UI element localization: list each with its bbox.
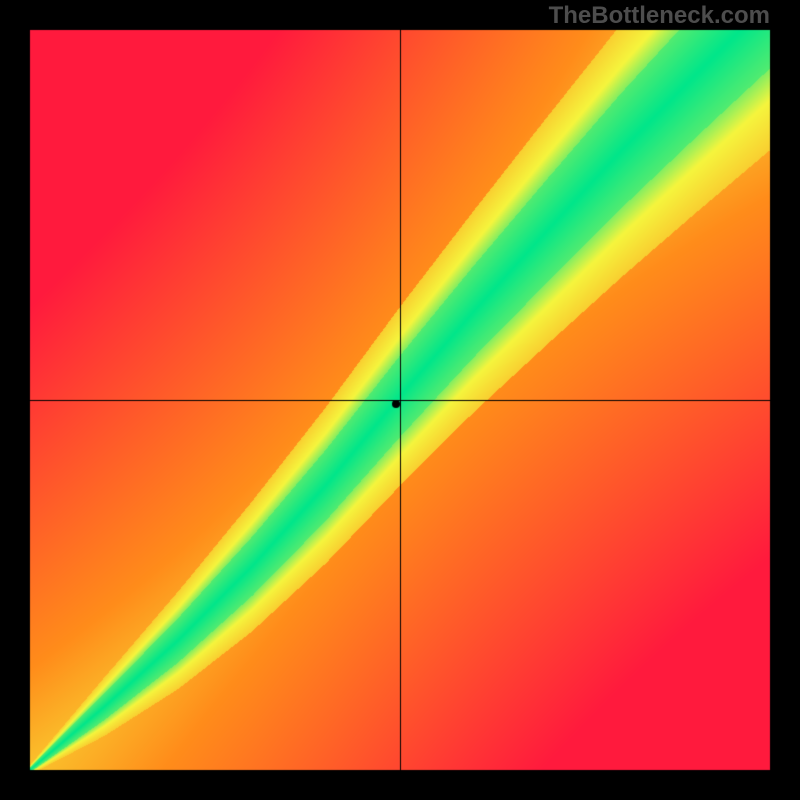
watermark-text: TheBottleneck.com xyxy=(549,2,770,30)
bottleneck-heatmap xyxy=(0,0,800,800)
chart-container: { "type": "heatmap", "canvas": { "full_w… xyxy=(0,0,800,800)
